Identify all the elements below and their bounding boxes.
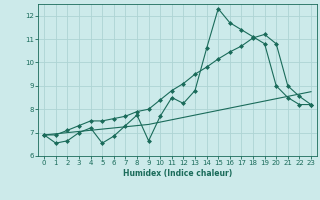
X-axis label: Humidex (Indice chaleur): Humidex (Indice chaleur) <box>123 169 232 178</box>
